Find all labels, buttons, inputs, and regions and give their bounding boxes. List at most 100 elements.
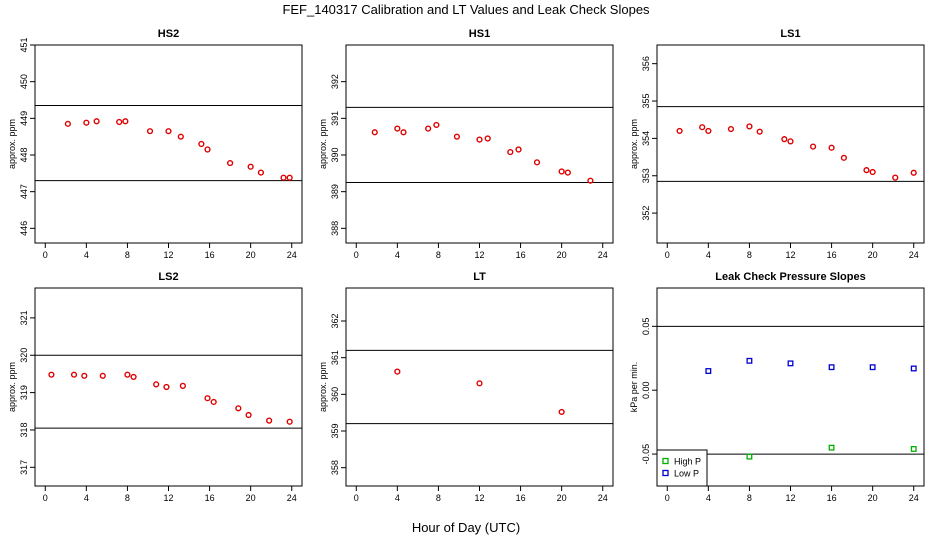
- data-point: [558, 408, 565, 416]
- panel-0: HS2 0 4 8 12 16 20 24 446 447 448 449 450 451 approx. …: [7, 28, 303, 260]
- x-tick-label: 20: [246, 493, 256, 503]
- y-tick-label: 354: [641, 131, 651, 146]
- data-point: [746, 123, 753, 130]
- y-tick-label: 321: [19, 310, 29, 325]
- x-tick-label: 0: [354, 493, 359, 503]
- x-tick-label: 24: [598, 493, 608, 503]
- x-tick-label: 12: [474, 250, 484, 260]
- y-tick-label: 353: [641, 168, 651, 183]
- data-point: [146, 128, 154, 135]
- panel-4: LT 0 4 8 12 16 20 24 358 359 360 361 362 approx. ppm: [318, 271, 614, 503]
- data-point: [533, 159, 541, 166]
- x-tick-label: 4: [706, 250, 711, 260]
- x-tick-label: 4: [706, 493, 711, 503]
- plot-frame: [345, 44, 614, 244]
- x-tick-label: 16: [516, 493, 526, 503]
- y-tick-label: 388: [330, 221, 340, 236]
- plot-frame: [34, 44, 303, 244]
- x-axis-label: Hour of Day (UTC): [412, 520, 520, 535]
- data-point: [910, 446, 917, 452]
- x-tick-label: 16: [205, 493, 215, 503]
- y-tick-label: 390: [330, 147, 340, 162]
- data-point: [286, 418, 293, 425]
- x-tick-label: 16: [827, 250, 837, 260]
- data-point: [910, 169, 917, 176]
- data-point: [235, 405, 242, 412]
- y-tick-label: 446: [19, 221, 29, 236]
- x-tick-label: 12: [785, 250, 795, 260]
- x-tick-label: 20: [868, 493, 878, 503]
- data-point: [828, 444, 835, 451]
- x-tick-label: 12: [474, 493, 484, 503]
- legend-label: High P: [674, 457, 701, 467]
- data-point: [266, 417, 273, 424]
- x-tick-label: 8: [436, 493, 441, 503]
- x-tick-label: 24: [287, 493, 297, 503]
- y-tick-label: 352: [641, 206, 651, 221]
- data-point: [840, 154, 848, 161]
- x-tick-label: 0: [43, 250, 48, 260]
- legend-marker: [662, 469, 669, 477]
- legend-label: Low P: [674, 469, 699, 479]
- y-tick-label: 391: [330, 111, 340, 126]
- x-tick-label: 8: [125, 250, 130, 260]
- data-point: [558, 168, 565, 175]
- panel-title: LS2: [158, 271, 178, 283]
- data-point: [787, 360, 794, 367]
- data-point: [48, 371, 55, 378]
- data-point: [705, 127, 712, 135]
- x-tick-label: 8: [125, 493, 130, 503]
- y-axis-label: approx. ppm: [318, 119, 328, 169]
- data-point: [83, 119, 90, 126]
- data-point: [828, 144, 835, 151]
- x-tick-label: 12: [785, 493, 795, 503]
- legend-box: [656, 449, 708, 487]
- data-point: [286, 174, 293, 181]
- x-tick-label: 20: [557, 493, 567, 503]
- data-point: [476, 380, 483, 387]
- data-point: [809, 143, 817, 150]
- y-tick-label: 362: [330, 313, 340, 328]
- legend-marker: [662, 457, 669, 465]
- data-point: [705, 368, 712, 374]
- data-point: [177, 133, 184, 140]
- plot-frame: [345, 287, 614, 487]
- data-point: [81, 372, 88, 379]
- y-tick-label: 356: [641, 56, 651, 71]
- x-tick-label: 20: [557, 250, 567, 260]
- data-point: [453, 133, 461, 140]
- data-point: [64, 120, 71, 127]
- y-tick-label: 360: [330, 387, 340, 402]
- y-tick-label: 317: [19, 460, 29, 475]
- data-point: [756, 128, 763, 135]
- data-point: [781, 136, 788, 143]
- y-tick-label: 451: [19, 37, 29, 52]
- x-tick-label: 4: [84, 493, 89, 503]
- data-point: [130, 373, 137, 381]
- data-point: [476, 136, 483, 143]
- data-point: [515, 146, 522, 153]
- x-tick-label: 12: [163, 493, 173, 503]
- data-point: [257, 169, 265, 176]
- data-point: [863, 167, 870, 174]
- y-axis-label: approx. ppm: [7, 119, 17, 169]
- data-point: [910, 365, 917, 372]
- panel-title: Leak Check Pressure Slopes: [715, 271, 865, 283]
- y-tick-label: 450: [19, 74, 29, 89]
- data-point: [93, 118, 100, 125]
- y-axis-label: approx. ppm: [629, 119, 639, 169]
- x-tick-label: 24: [909, 493, 919, 503]
- data-point: [371, 129, 378, 136]
- x-tick-label: 4: [395, 493, 400, 503]
- x-tick-label: 8: [747, 250, 752, 260]
- x-tick-label: 0: [665, 493, 670, 503]
- data-point: [204, 146, 211, 153]
- y-tick-label: 359: [330, 423, 340, 438]
- data-point: [699, 124, 706, 131]
- data-point: [787, 138, 794, 145]
- data-point: [210, 398, 217, 406]
- x-tick-label: 0: [43, 493, 48, 503]
- x-tick-label: 8: [747, 493, 752, 503]
